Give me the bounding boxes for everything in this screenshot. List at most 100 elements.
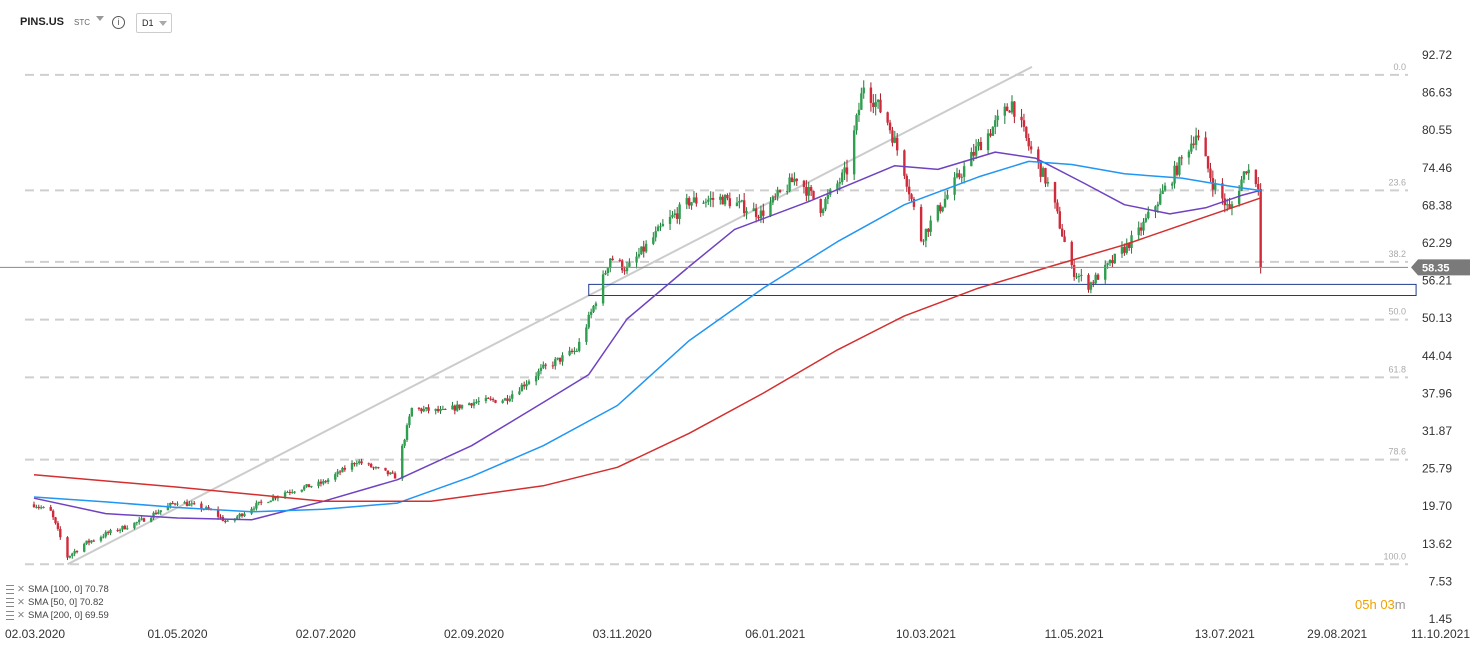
candle-body: [656, 226, 660, 232]
legend-value: 70.82: [79, 597, 104, 608]
candle-body: [293, 491, 296, 493]
candle-body: [1137, 227, 1140, 236]
candle-body: [611, 258, 614, 261]
candle-body: [539, 367, 543, 371]
candle-body: [1056, 202, 1059, 212]
y-tick-label: 31.87: [1422, 424, 1452, 438]
candle-body: [876, 99, 880, 102]
candle-body: [1070, 242, 1073, 266]
candle-body: [1113, 253, 1117, 264]
candle-body: [795, 178, 798, 181]
candle-body: [826, 194, 830, 199]
candle-body: [601, 274, 605, 304]
candle-body: [841, 172, 844, 183]
candle-body: [929, 220, 932, 232]
fibonacci-retracement[interactable]: 0.0 23.6 38.2 50.0 61.8 78.6 100.0: [25, 62, 1408, 566]
candle-body: [255, 503, 258, 509]
close-icon[interactable]: ✕: [17, 584, 25, 595]
fib-trendline[interactable]: [67, 66, 1033, 566]
candle-body: [685, 198, 688, 205]
candle-body: [838, 182, 842, 184]
candle-body: [109, 529, 112, 534]
candle-body: [1180, 157, 1183, 159]
candle-body: [1072, 265, 1076, 277]
chevron-down-icon[interactable]: [96, 16, 104, 21]
candle-body: [56, 523, 60, 529]
candle-body: [90, 540, 93, 543]
legend-item-sma-50[interactable]: ✕ SMA [50, 0] 70.82: [6, 596, 109, 609]
info-icon[interactable]: i: [112, 16, 125, 29]
candle-body: [719, 196, 722, 200]
candle-body: [259, 501, 263, 503]
x-tick-label: 13.07.2021: [1195, 627, 1255, 641]
y-tick-label: 68.38: [1422, 198, 1452, 212]
candle-body: [1010, 101, 1014, 113]
candle-body: [367, 463, 370, 465]
candle-body: [778, 190, 782, 193]
candle-body: [377, 467, 380, 469]
candle-body: [216, 509, 220, 517]
legend-value: 69.59: [85, 610, 109, 621]
candle-body: [176, 503, 179, 505]
x-tick-label: 11.05.2021: [1045, 627, 1104, 641]
legend-item-sma-200[interactable]: ✕ SMA [200, 0] 69.59: [6, 609, 109, 622]
candle-body: [1161, 190, 1164, 195]
candle-body: [1187, 151, 1191, 158]
settings-icon[interactable]: [6, 610, 14, 620]
candle-body: [1020, 116, 1023, 121]
candle-body: [51, 510, 55, 518]
candle-body: [1027, 137, 1030, 147]
candle-body: [188, 503, 191, 506]
timeframe-dropdown[interactable]: D1: [136, 13, 172, 33]
candle-body: [1127, 242, 1131, 248]
candle-body: [401, 445, 404, 479]
candle-body: [204, 507, 208, 510]
candle-body: [896, 137, 899, 151]
settings-icon[interactable]: [6, 584, 14, 594]
x-tick-label: 29.08.2021: [1307, 627, 1367, 641]
instrument-type-selector[interactable]: STC: [74, 18, 90, 27]
settings-icon[interactable]: [6, 597, 14, 607]
candle-body: [1060, 228, 1064, 237]
candle-body: [1139, 227, 1143, 231]
legend-item-sma-100[interactable]: ✕ SMA [100, 0] 70.78: [6, 583, 109, 596]
candle-body: [1053, 182, 1057, 203]
candle-body: [558, 357, 562, 362]
candle-body: [324, 481, 327, 483]
candle-body: [692, 197, 696, 203]
candle-body: [762, 210, 765, 216]
candle-body: [855, 115, 858, 131]
candle-body: [721, 196, 724, 205]
candle-body: [1163, 185, 1167, 191]
symbol-label[interactable]: PINS.US: [20, 16, 65, 28]
candle-body: [994, 120, 997, 127]
candle-body: [946, 194, 949, 199]
candle-body: [506, 398, 509, 401]
close-icon[interactable]: ✕: [17, 597, 25, 608]
candle-body: [1225, 204, 1229, 206]
candle-body: [489, 398, 492, 400]
candle-body: [577, 341, 581, 351]
candle-body: [369, 464, 373, 468]
candle-body: [511, 394, 514, 399]
candle-body: [604, 272, 607, 275]
indicator-legend: ✕ SMA [100, 0] 70.78 ✕ SMA [50, 0] 70.82 ✕…: [6, 583, 109, 622]
candle-body: [886, 112, 889, 123]
candle-body: [924, 228, 928, 241]
legend-label: SMA: [27, 584, 49, 595]
candle-body: [456, 404, 459, 411]
candle-body: [1192, 143, 1195, 145]
candle-body: [154, 512, 158, 515]
candle-body: [422, 408, 425, 412]
support-zone-rect[interactable]: [588, 283, 1417, 297]
candle-body: [788, 177, 791, 192]
candle-body: [470, 403, 473, 406]
candle-body: [1077, 275, 1081, 277]
candle-body: [1159, 194, 1162, 205]
candle-body: [640, 246, 643, 255]
close-icon[interactable]: ✕: [17, 610, 25, 621]
candle-body: [374, 467, 378, 469]
candle-body: [821, 209, 825, 214]
candle-body: [71, 553, 74, 556]
